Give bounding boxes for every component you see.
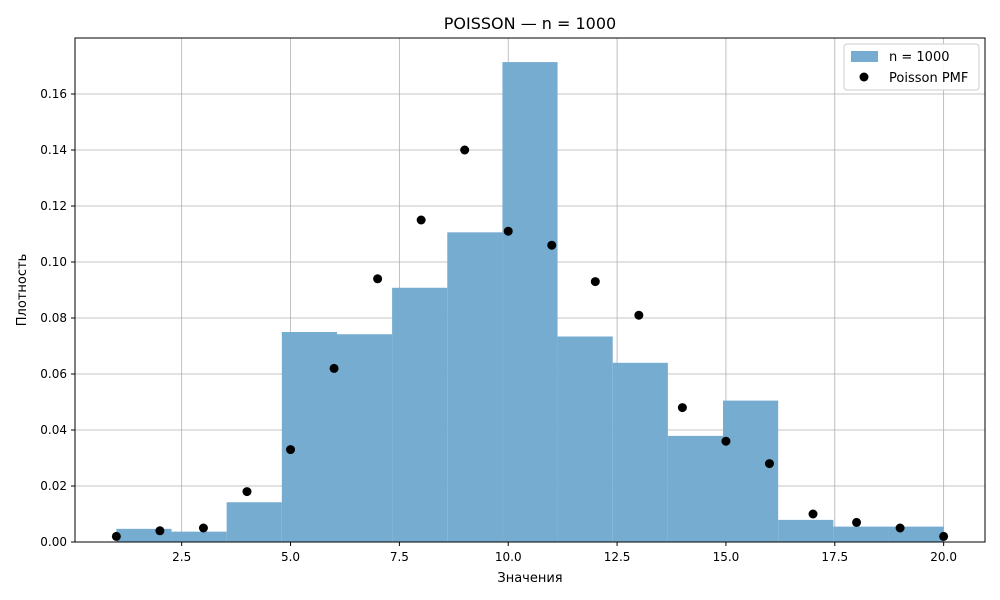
x-axis-ticks: 2.5 5.0 7.5 10.0 12.5 15.0 17.5 20.0 [172, 542, 957, 564]
y-tick-label: 0.12 [40, 199, 67, 213]
histogram-bar [667, 435, 724, 542]
y-axis-ticks: 0.00 0.02 0.04 0.06 0.08 0.10 0.12 0.14 0.16 [40, 87, 75, 549]
pmf-point [808, 509, 818, 519]
pmf-point [503, 226, 513, 236]
pmf-point [852, 517, 862, 527]
y-tick-label: 0.14 [40, 143, 67, 157]
pmf-point [721, 436, 731, 446]
y-tick-label: 0.06 [40, 367, 67, 381]
x-tick-label: 20.0 [930, 550, 957, 564]
pmf-point [677, 403, 687, 413]
y-axis-label: Плотность [15, 254, 30, 326]
x-tick-label: 5.0 [281, 550, 300, 564]
pmf-point [198, 523, 208, 533]
pmf-point [460, 145, 470, 155]
histogram-bar [778, 519, 834, 542]
pmf-point [155, 526, 165, 536]
histogram-bar [612, 362, 668, 542]
histogram-bar [447, 232, 503, 542]
pmf-point [547, 240, 557, 250]
histogram-bar [226, 502, 282, 542]
pmf-point [416, 215, 426, 225]
pmf-points [111, 145, 949, 541]
y-tick-label: 0.16 [40, 87, 67, 101]
y-tick-label: 0.08 [40, 311, 67, 325]
histogram-bars [116, 62, 944, 542]
y-tick-label: 0.04 [40, 423, 67, 437]
y-tick-label: 0.10 [40, 255, 67, 269]
x-tick-label: 12.5 [604, 550, 631, 564]
x-tick-label: 7.5 [390, 550, 409, 564]
legend-label-pmf: Poisson PMF [889, 71, 968, 86]
histogram-bar [281, 332, 337, 542]
x-tick-label: 17.5 [821, 550, 848, 564]
pmf-point [242, 487, 252, 497]
pmf-point [590, 277, 600, 287]
legend: n = 1000 Poisson PMF [843, 43, 980, 91]
legend-swatch-histogram [851, 51, 878, 62]
pmf-point [764, 459, 774, 469]
y-tick-label: 0.00 [40, 535, 67, 549]
pmf-point [895, 523, 905, 533]
pmf-point [939, 531, 949, 541]
x-tick-label: 10.0 [495, 550, 522, 564]
x-tick-label: 15.0 [713, 550, 740, 564]
pmf-point [111, 531, 121, 541]
plot-frame [74, 37, 986, 543]
histogram-bar [833, 526, 889, 542]
pmf-point [286, 445, 296, 455]
histogram-bar [723, 400, 779, 542]
legend-marker-pmf [859, 72, 869, 82]
legend-label-histogram: n = 1000 [889, 50, 949, 65]
pmf-point [373, 274, 383, 284]
x-tick-label: 2.5 [172, 550, 191, 564]
histogram-bar [336, 334, 393, 542]
histogram-bar [171, 531, 227, 542]
chart-title: POISSON — n = 1000 [444, 14, 616, 33]
x-axis-label: Значения [497, 571, 562, 586]
pmf-point [634, 310, 644, 320]
histogram-bar [557, 336, 613, 542]
histogram-bar [392, 287, 448, 542]
histogram-bar [502, 62, 558, 542]
y-tick-label: 0.02 [40, 479, 67, 493]
pmf-point [329, 363, 339, 373]
